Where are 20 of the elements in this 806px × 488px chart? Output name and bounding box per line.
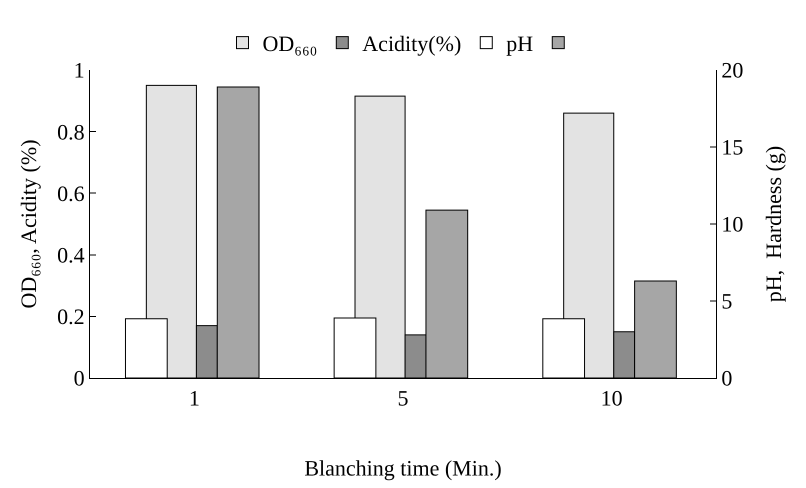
- y2-tick-label: 20: [721, 58, 744, 83]
- y-axis-title: OD₆₆₀, Acidity (%): [16, 139, 41, 309]
- y2-tick-label: 5: [721, 288, 732, 314]
- x-tick-label: 5: [398, 385, 408, 410]
- y-tick-label: 0: [74, 366, 85, 391]
- x-tick-label: 1: [188, 385, 200, 410]
- y-tick-label: 0.4: [57, 242, 85, 268]
- y-tick-label: 0.6: [57, 180, 85, 206]
- y-tick-label: 0.2: [57, 304, 85, 330]
- y2-tick-label: 10: [721, 212, 744, 237]
- legend-label: pH: [506, 31, 534, 56]
- x-axis-title: Blanching time (Min.): [304, 455, 502, 480]
- legend-label: OD₆₆₀: [262, 31, 318, 56]
- y2-tick-label: 15: [721, 134, 744, 160]
- y-tick-label: 1: [74, 58, 85, 83]
- y2-axis-title: pH, Hardness (g): [761, 146, 786, 302]
- y2-tick-label: 0: [721, 366, 732, 391]
- x-tick-label: 10: [600, 385, 623, 410]
- legend-label: Acidity(%): [362, 31, 462, 56]
- y-tick-label: 0.8: [57, 119, 85, 144]
